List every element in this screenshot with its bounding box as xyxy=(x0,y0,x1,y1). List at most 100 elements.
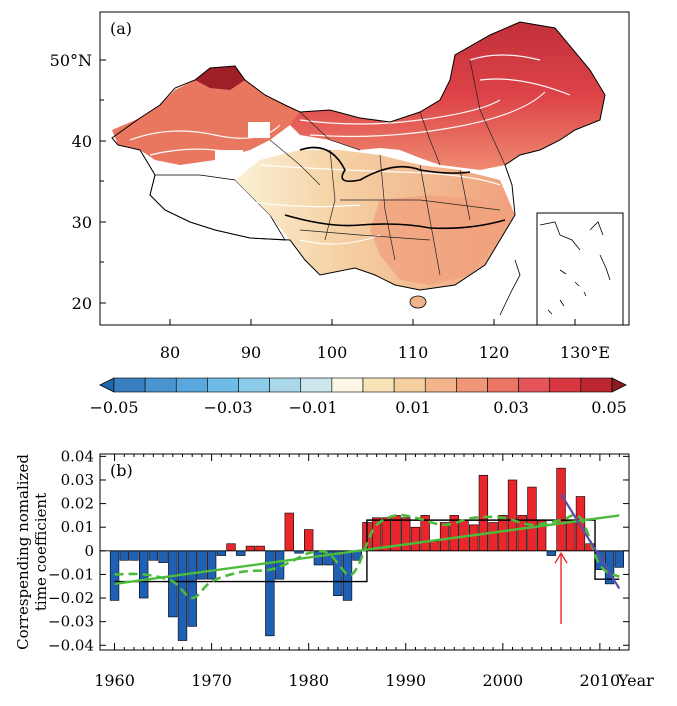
lon-axis xyxy=(169,319,576,325)
region-southeast xyxy=(370,195,505,285)
country-border xyxy=(111,21,606,291)
x-tick-label: 1990 xyxy=(385,671,426,690)
colorbar-swatch xyxy=(518,377,551,393)
y-tick-label: 0 xyxy=(84,542,94,560)
line-group xyxy=(100,493,629,625)
colorbar-swatch xyxy=(549,377,582,393)
bar-2003 xyxy=(527,486,537,552)
bar-2012 xyxy=(614,550,624,568)
panel-b-label: (b) xyxy=(110,461,133,480)
y-axis-label-line2: time coefficient xyxy=(32,493,50,611)
region-northwest xyxy=(112,66,300,165)
colorbar-swatch xyxy=(207,377,239,393)
colorbar-label-4: 0.01 xyxy=(395,398,431,417)
x-tick-label: 2010 xyxy=(580,671,621,690)
bar-1984 xyxy=(342,550,353,601)
y-tick-label: −0.02 xyxy=(48,589,94,607)
bar-1975 xyxy=(255,545,265,552)
bar-2007 xyxy=(566,519,576,552)
colorbar-swatch xyxy=(456,377,488,393)
colorbar-swatch xyxy=(238,377,270,393)
map-shading xyxy=(111,21,624,325)
y-tick-label: 0.03 xyxy=(61,471,94,489)
bar-1999 xyxy=(488,522,498,552)
bar-1994 xyxy=(439,522,450,552)
lon-label-130: 130°E xyxy=(560,343,610,362)
bar-1964 xyxy=(148,550,159,561)
lon-label-80: 80 xyxy=(160,343,180,362)
bar-1962 xyxy=(129,550,139,561)
bar-1969 xyxy=(197,550,207,580)
bar-1978 xyxy=(284,512,294,552)
region-northwest-top xyxy=(195,66,245,90)
lat-axis xyxy=(100,59,106,304)
lon-label-120: 120 xyxy=(479,343,510,362)
bar-1973 xyxy=(236,550,246,556)
map-inset xyxy=(536,212,624,325)
colorbar-label-1: −0.05 xyxy=(89,398,138,417)
lon-label-90: 90 xyxy=(241,343,261,362)
yellow-river xyxy=(299,146,471,183)
bar-1974 xyxy=(245,545,256,552)
step-mean-line xyxy=(114,519,620,583)
y-tick-label: 0.01 xyxy=(61,518,94,536)
colorbar-low-arrow xyxy=(99,377,115,393)
bar-1961 xyxy=(119,550,129,561)
bar-1968 xyxy=(187,550,197,627)
colorbar-label-6: 0.05 xyxy=(591,398,627,417)
colorbar-swatch xyxy=(269,377,302,393)
region-northeast xyxy=(285,22,605,170)
lat-label-50: 50°N xyxy=(50,51,92,70)
colorbar-swatch xyxy=(487,377,519,393)
x-tick-label: 1970 xyxy=(191,671,232,690)
bar-1970 xyxy=(206,550,217,580)
x-tick-label: 2000 xyxy=(482,671,523,690)
colorbar-swatch xyxy=(144,377,177,393)
linear-trend-line xyxy=(114,514,620,586)
colorbar-swatch xyxy=(300,377,333,393)
lat-label-30: 30 xyxy=(72,213,92,232)
lon-label-100: 100 xyxy=(317,343,348,362)
colorbar-swatch xyxy=(175,377,208,393)
y-axis: 0.04 0.03 0.02 0.01 0 −0.01 −0.02 −0.03 −0.04 xyxy=(48,447,629,654)
colorbar-swatch xyxy=(393,377,426,393)
bar-1971 xyxy=(216,550,226,556)
x-tick-label: 1960 xyxy=(94,671,135,690)
smoothed-curve xyxy=(114,513,620,600)
colorbar xyxy=(99,377,627,393)
hainan xyxy=(409,295,427,309)
bar-2005 xyxy=(546,550,557,556)
y-axis-label-line1: Correspending nomalized xyxy=(14,454,32,650)
colorbar-label-5: 0.03 xyxy=(493,398,529,417)
change-point-arrow-head xyxy=(554,551,568,564)
colorbar-swatch xyxy=(113,377,146,393)
bar-1965 xyxy=(158,550,168,563)
colorbar-swatch xyxy=(580,377,613,393)
bar-1981 xyxy=(313,550,324,566)
y-tick-label: −0.01 xyxy=(48,565,94,583)
x-axis-label: Year xyxy=(617,671,654,690)
lat-label-20: 20 xyxy=(72,294,92,313)
lon-label-110: 110 xyxy=(398,343,429,362)
panel-a-label: (a) xyxy=(110,19,132,38)
y-tick-label: 0.04 xyxy=(61,447,94,465)
lat-label-40: 40 xyxy=(72,132,92,151)
colorbar-swatch xyxy=(424,377,457,393)
bar-1993 xyxy=(430,541,440,552)
bar-1997 xyxy=(469,524,479,552)
bar-1980 xyxy=(304,529,314,552)
map-panel: (a) 50°N 40 30 20 80 90 100 110 120 130°… xyxy=(50,11,630,362)
x-tick-label: 1980 xyxy=(288,671,329,690)
bar-2001 xyxy=(507,479,518,552)
colorbar-high-arrow xyxy=(611,377,627,393)
y-tick-label: −0.04 xyxy=(48,636,94,654)
bar-2006 xyxy=(556,467,566,552)
colorbar-swatch xyxy=(331,377,364,393)
bar-1972 xyxy=(226,543,236,552)
missing-data-box xyxy=(248,122,270,138)
colorbar-label-3: −0.01 xyxy=(288,398,337,417)
missing-data-box xyxy=(215,150,243,166)
yangtze-river xyxy=(284,214,506,230)
y-tick-label: 0.02 xyxy=(61,495,94,513)
